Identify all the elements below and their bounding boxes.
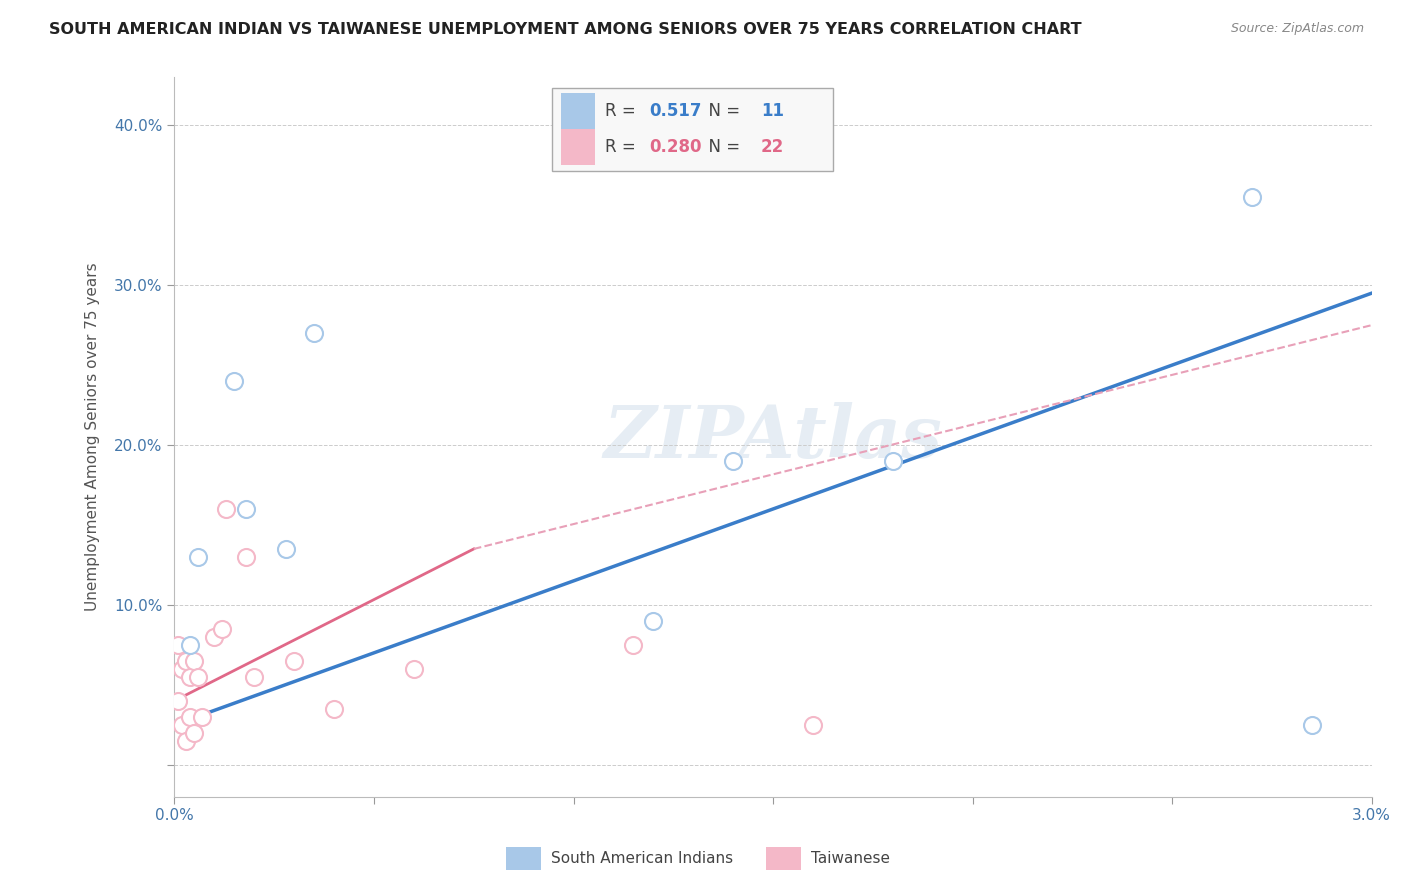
Point	[801, 718, 824, 732]
Point	[243, 670, 266, 684]
Text: N =: N =	[697, 103, 745, 120]
Text: R =: R =	[606, 138, 641, 156]
Text: Source: ZipAtlas.com: Source: ZipAtlas.com	[1230, 22, 1364, 36]
Text: 0.517: 0.517	[650, 103, 702, 120]
Text: South American Indians: South American Indians	[551, 851, 734, 866]
Text: SOUTH AMERICAN INDIAN VS TAIWANESE UNEMPLOYMENT AMONG SENIORS OVER 75 YEARS CORR: SOUTH AMERICAN INDIAN VS TAIWANESE UNEMP…	[49, 22, 1081, 37]
Text: 22: 22	[761, 138, 785, 156]
Point	[211, 622, 233, 636]
Point	[176, 733, 198, 747]
Point	[643, 614, 665, 628]
FancyBboxPatch shape	[561, 129, 595, 165]
Point	[176, 654, 198, 668]
Point	[402, 662, 425, 676]
Text: Taiwanese: Taiwanese	[811, 851, 890, 866]
Point	[721, 454, 744, 468]
Point	[167, 694, 190, 708]
Point	[191, 710, 214, 724]
Point	[302, 326, 325, 341]
Point	[1301, 718, 1323, 732]
Text: ZIPAtlas: ZIPAtlas	[603, 401, 942, 473]
Point	[224, 374, 246, 388]
Point	[167, 638, 190, 652]
Point	[187, 670, 209, 684]
Point	[183, 725, 205, 739]
Point	[283, 654, 305, 668]
Point	[202, 630, 225, 644]
Y-axis label: Unemployment Among Seniors over 75 years: Unemployment Among Seniors over 75 years	[86, 263, 100, 611]
Point	[179, 710, 201, 724]
Text: 0.280: 0.280	[650, 138, 702, 156]
FancyBboxPatch shape	[551, 88, 832, 171]
Point	[323, 702, 346, 716]
Point	[172, 662, 194, 676]
Point	[1240, 190, 1263, 204]
Point	[235, 549, 257, 564]
Point	[183, 654, 205, 668]
FancyBboxPatch shape	[561, 94, 595, 129]
Point	[882, 454, 904, 468]
Point	[235, 502, 257, 516]
Point	[621, 638, 644, 652]
Point	[179, 670, 201, 684]
Point	[172, 718, 194, 732]
Point	[179, 638, 201, 652]
Point	[187, 549, 209, 564]
Text: R =: R =	[606, 103, 641, 120]
Text: 11: 11	[761, 103, 785, 120]
Text: N =: N =	[697, 138, 745, 156]
Point	[276, 541, 298, 556]
Point	[215, 502, 238, 516]
